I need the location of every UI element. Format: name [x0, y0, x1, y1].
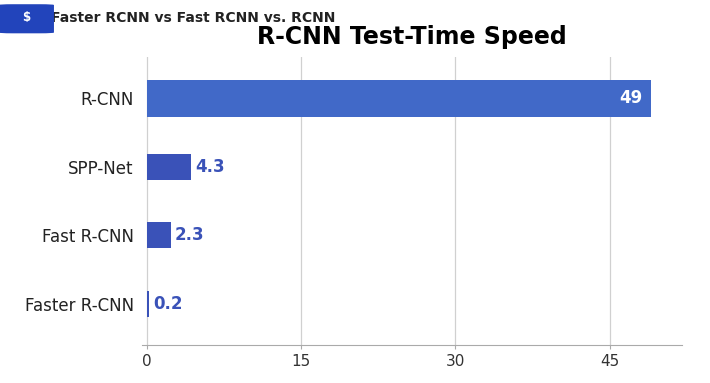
Bar: [147, 154, 191, 180]
Text: 4.3: 4.3: [195, 158, 225, 176]
Bar: [147, 222, 171, 248]
Text: 0.2: 0.2: [153, 295, 182, 313]
Title: R-CNN Test-Time Speed: R-CNN Test-Time Speed: [257, 25, 567, 49]
Text: 49: 49: [619, 90, 643, 108]
Text: $: $: [22, 11, 31, 24]
Bar: [147, 80, 651, 117]
FancyBboxPatch shape: [0, 4, 54, 33]
Text: 2.3: 2.3: [175, 226, 204, 244]
Bar: [147, 291, 149, 317]
Text: Faster RCNN vs Fast RCNN vs. RCNN: Faster RCNN vs Fast RCNN vs. RCNN: [51, 11, 336, 25]
